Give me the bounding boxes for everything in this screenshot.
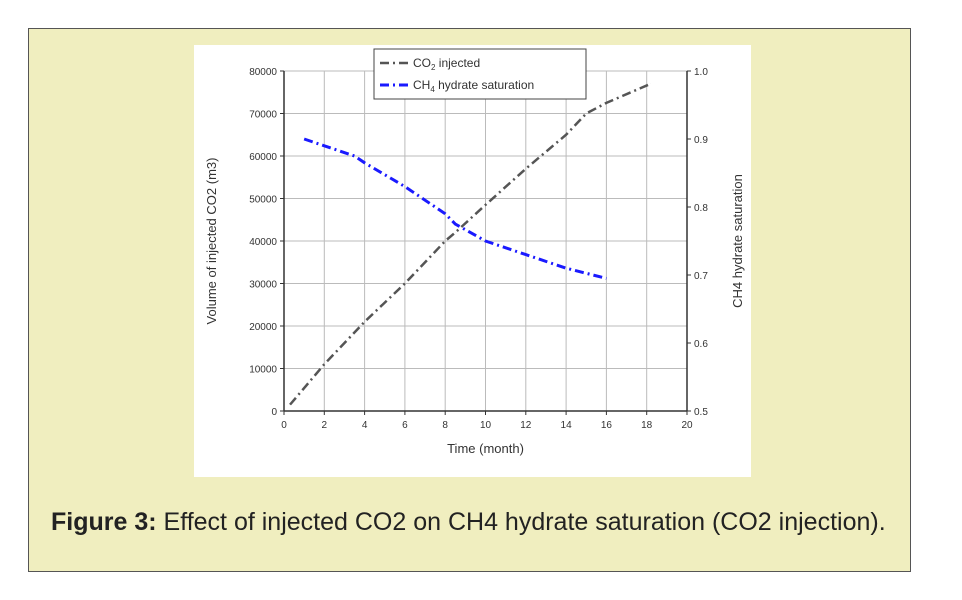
chart-figure: 0 2 4 6 8 10 12 14 16 18 20 0 10000 20000 30000 40000 50… (194, 45, 751, 477)
y2-tick-label: 0.8 (694, 203, 708, 214)
y2-tick-label: 1.0 (694, 67, 708, 78)
series-line-0 (289, 82, 652, 406)
x-tick-label: 14 (561, 420, 573, 431)
x-tick-label: 16 (601, 420, 613, 431)
x-axis-label: Time (month) (447, 441, 524, 456)
x-tick-label: 2 (322, 420, 328, 431)
caption-label: Figure 3: (51, 508, 157, 536)
x-tick-label: 8 (442, 420, 448, 431)
y-tick-label: 60000 (249, 152, 277, 163)
x-tick-label: 6 (402, 420, 408, 431)
y2-tick-label: 0.5 (694, 407, 708, 418)
y-tick-label: 30000 (249, 280, 277, 291)
y-tick-label: 70000 (249, 110, 277, 121)
x-tick-label: 18 (641, 420, 653, 431)
x-tick-label: 10 (480, 420, 492, 431)
x-tick-label: 12 (520, 420, 532, 431)
legend-box (373, 48, 587, 100)
y2-axis-label: CH4 hydrate saturation (730, 174, 745, 308)
y-tick-label: 0 (271, 407, 277, 418)
y-tick-label: 20000 (249, 322, 277, 333)
y-tick-label: 10000 (249, 365, 277, 376)
y2-tick-label: 0.6 (694, 339, 708, 350)
figure-caption: Figure 3: Effect of injected CO2 on CH4 … (51, 507, 901, 538)
y-tick-label: 50000 (249, 195, 277, 206)
series-line-1 (303, 137, 607, 280)
y2-tick-label: 0.9 (694, 135, 708, 146)
legend-label: CH4 hydrate saturation (413, 78, 534, 94)
x-tick-label: 20 (681, 420, 693, 431)
figure-panel: 0 2 4 6 8 10 12 14 16 18 20 0 10000 20000 30000 40000 50… (28, 28, 911, 572)
y-tick-label: 40000 (249, 237, 277, 248)
x-tick-label: 4 (362, 420, 368, 431)
legend-label: CO2 injected (413, 56, 480, 72)
chart-svg: 0 2 4 6 8 10 12 14 16 18 20 0 10000 20000 30000 40000 50… (204, 48, 745, 456)
y2-tick-label: 0.7 (694, 271, 708, 282)
y-axis-label: Volume of injected CO2 (m3) (204, 158, 219, 325)
x-tick-label: 0 (281, 420, 287, 431)
y-tick-label: 80000 (249, 67, 277, 78)
caption-text: Effect of injected CO2 on CH4 hydrate sa… (163, 508, 886, 536)
